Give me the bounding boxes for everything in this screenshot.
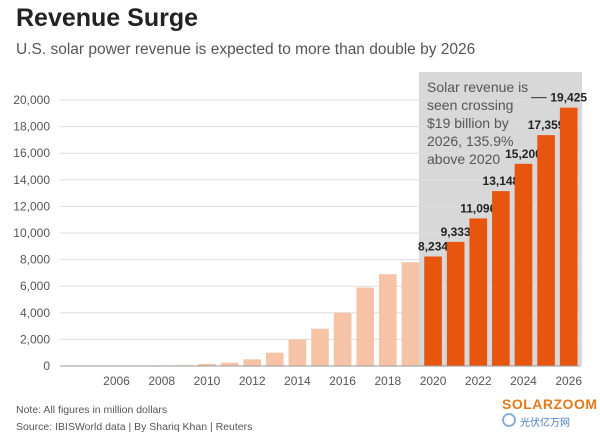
bar-2019	[401, 262, 420, 366]
annotation-line: seen crossing	[427, 97, 513, 113]
x-tick-label: 2022	[465, 374, 492, 388]
x-tick-label: 2024	[510, 374, 537, 388]
x-tick-label: 2006	[103, 374, 130, 388]
annotation-line: 2026, 135.9%	[427, 133, 513, 149]
x-tick-label: 2016	[329, 374, 356, 388]
x-tick-label: 2018	[374, 374, 401, 388]
x-tick-label: 2008	[148, 374, 175, 388]
data-label-2023: 13,148	[483, 174, 520, 188]
source-note: Source: IBISWorld data | By Shariq Khan …	[16, 421, 253, 433]
annotation-line: Solar revenue is	[427, 79, 528, 95]
chart-title: Revenue Surge	[16, 4, 199, 32]
units-note: Note: All figures in million dollars	[16, 404, 168, 416]
bar-2016	[333, 312, 352, 366]
watermark-logo: SOLARZOOM	[502, 396, 598, 412]
y-tick-label: 14,000	[13, 173, 50, 187]
bar-2017	[356, 287, 375, 366]
watermark-icon	[502, 413, 516, 427]
y-tick-label: 6,000	[20, 279, 50, 293]
revenue-bar-chart: 0 2,000 4,000 6,000 8,000 10,000 12,000 14,000 1…	[13, 72, 587, 388]
y-tick-label: 12,000	[13, 199, 50, 213]
bar-2021	[446, 241, 465, 366]
bar-2025	[537, 135, 555, 366]
y-tick-label: 16,000	[13, 146, 50, 160]
bar-2010	[198, 364, 216, 366]
data-label-2022: 11,096	[460, 201, 496, 215]
x-tick-label: 2012	[239, 374, 266, 388]
bar-2024	[514, 163, 533, 366]
data-label-2024: 15,200	[505, 147, 542, 161]
x-tick-label: 2010	[194, 374, 221, 388]
data-label-2020: 8,234	[418, 239, 448, 253]
bar-2023	[492, 191, 510, 366]
annotation-line: above 2020	[427, 151, 500, 167]
x-tick-label: 2026	[555, 374, 582, 388]
y-tick-label: 10,000	[13, 226, 50, 240]
bar-2012	[243, 359, 261, 366]
chart-subtitle: U.S. solar power revenue is expected to …	[16, 41, 476, 58]
y-tick-label: 18,000	[13, 120, 50, 134]
data-label-2026: 19,425	[550, 91, 587, 105]
data-label-2025: 17,359	[528, 118, 565, 132]
x-tick-label: 2014	[284, 374, 311, 388]
y-tick-label: 20,000	[13, 93, 50, 107]
bar-2011	[220, 362, 239, 366]
bar-2013	[265, 352, 284, 366]
data-label-2021: 9,333	[441, 225, 471, 239]
bar-2020	[424, 256, 442, 366]
bar-2014	[288, 339, 307, 366]
bar-2015	[311, 328, 329, 366]
y-tick-label: 8,000	[20, 253, 50, 267]
x-tick-label: 2020	[420, 374, 447, 388]
y-tick-label: 4,000	[20, 306, 50, 320]
annotation-line: $19 billion by	[427, 115, 509, 131]
y-tick-label: 2,000	[20, 332, 50, 346]
bar-2022	[469, 218, 488, 366]
bar-2026	[559, 107, 578, 367]
y-tick-label: 0	[43, 359, 50, 373]
bar-2018	[379, 274, 397, 366]
watermark-subtitle: 光伏亿万网	[520, 418, 570, 429]
